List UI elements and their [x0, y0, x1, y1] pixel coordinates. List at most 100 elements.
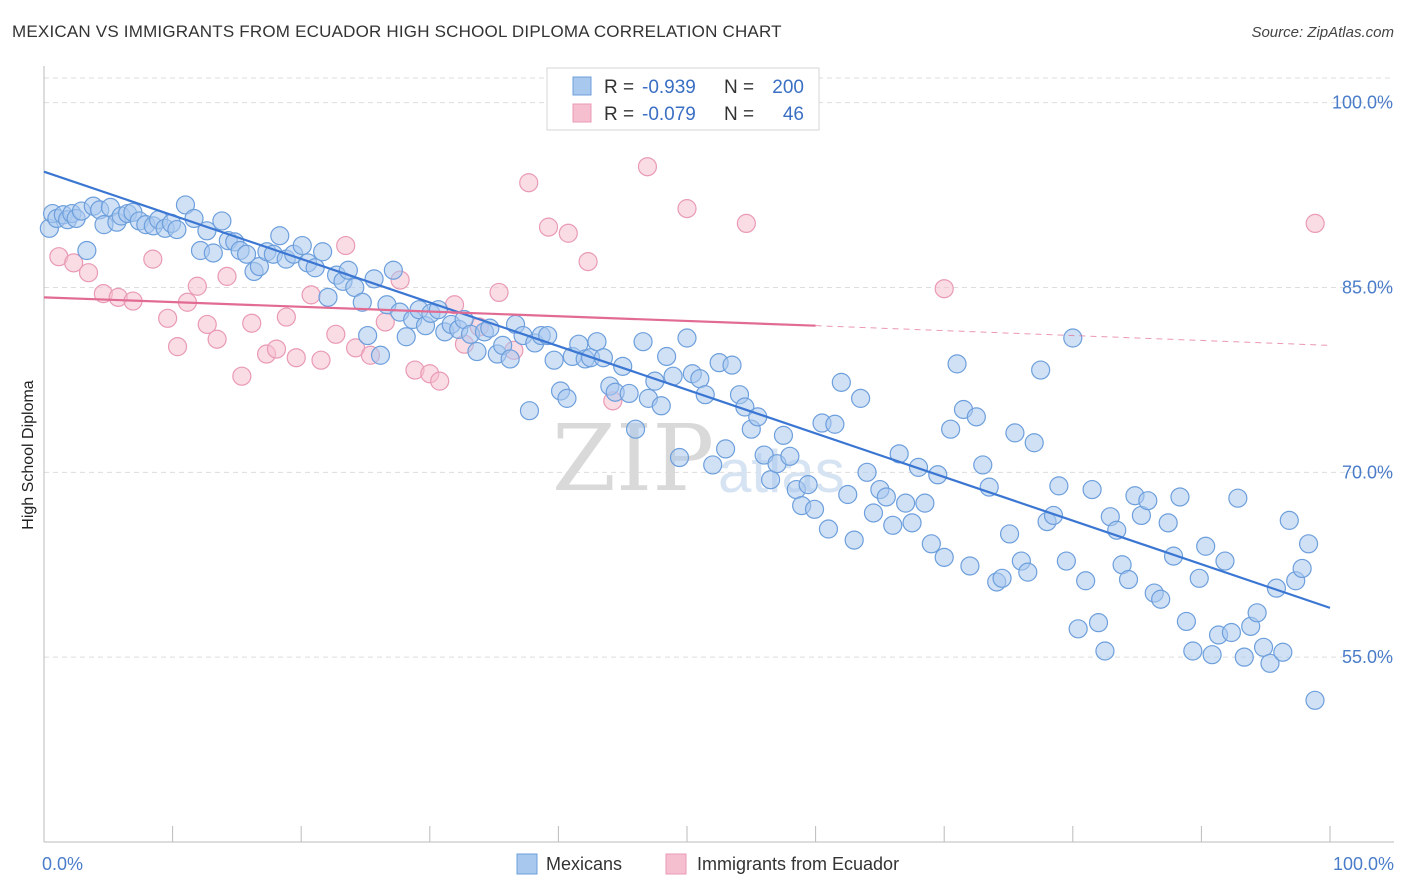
mexicans-point-185	[1215, 551, 1235, 571]
mexicans-point-159	[1049, 476, 1069, 496]
mexicans-point-182	[1196, 536, 1216, 556]
mexicans-point-129	[857, 462, 877, 482]
ecuador-point-41	[637, 157, 658, 177]
mexicans-point-121	[804, 499, 825, 519]
mexicans-point-8	[77, 240, 97, 261]
bottom-legend-mexicans: Mexicans	[546, 854, 622, 874]
ecuador-point-45	[1305, 213, 1325, 234]
legend-n-value-2: 46	[783, 104, 804, 125]
mexicans-point-62	[428, 300, 448, 320]
mexicans-point-156	[1031, 360, 1051, 380]
mexicans-point-188	[1234, 647, 1254, 667]
trend-lines	[43, 170, 1331, 609]
mexicans-point-147	[973, 455, 993, 475]
ecuador-point-15	[242, 313, 262, 333]
mexicans-point-123	[818, 519, 839, 539]
mexicans-point-93	[625, 419, 646, 439]
ecuador-point-43	[736, 213, 756, 234]
legend-r-label-2: R =	[604, 104, 634, 125]
mexicans-point-108	[722, 355, 742, 375]
ecuador-point-1	[64, 253, 84, 273]
mexicans-point-143	[947, 354, 967, 374]
mexicans-point-178	[1170, 487, 1190, 507]
mexicans-point-141	[934, 547, 954, 567]
mexicans-point-152	[1005, 423, 1025, 443]
ecuador-point-42	[677, 199, 697, 219]
mexicans-point-170	[1118, 569, 1139, 590]
mexicans-point-104	[695, 385, 715, 405]
ecuador-point-7	[158, 308, 178, 328]
mexicans-point-128	[851, 388, 871, 408]
mexicans-point-130	[863, 503, 884, 523]
ecuador-point-30	[430, 371, 450, 391]
mexicans-point-194	[1273, 642, 1293, 662]
ecuador-point-14	[232, 366, 252, 386]
legend-r-value-1: -0.939	[642, 77, 696, 98]
y-tick-label-1: 70.0%	[1342, 462, 1393, 482]
mexicans-point-142	[941, 419, 961, 439]
bottom-legend-swatch-mexicans	[516, 853, 538, 875]
mexicans-point-29	[212, 211, 232, 231]
mexicans-point-44	[313, 242, 333, 262]
ecuador-point-44	[934, 279, 954, 299]
mexicans-point-133	[883, 515, 903, 535]
mexicans-point-177	[1163, 546, 1184, 566]
mexicans-point-97	[651, 396, 671, 416]
mexicans-point-100	[669, 447, 690, 468]
ecuador-point-10	[187, 276, 207, 296]
ecuador-point-17	[266, 339, 287, 359]
mexicans-point-45	[318, 287, 338, 307]
mexicans-point-55	[383, 260, 403, 280]
mexicans-point-166	[1095, 641, 1115, 661]
bottom-legend-ecuador: Immigrants from Ecuador	[697, 854, 899, 874]
mexicans-point-124	[825, 414, 845, 434]
mexicans-point-163	[1076, 571, 1096, 591]
ecuador-point-22	[326, 324, 346, 344]
mexicans-point-53	[370, 345, 391, 365]
x-tick-label-max: 100.0%	[1333, 854, 1394, 874]
mexicans-point-135	[896, 493, 916, 513]
legend-swatch-ecuador	[572, 103, 592, 123]
ecuador-point-39	[578, 252, 598, 272]
legend-r-label-1: R =	[604, 77, 634, 98]
mexicans-point-173	[1138, 491, 1158, 511]
mexicans-point-28	[203, 243, 223, 263]
mexicans-point-195	[1279, 510, 1299, 530]
mexicans-point-175	[1151, 589, 1171, 609]
mexicans-point-117	[780, 446, 800, 466]
mexicans-point-91	[613, 356, 633, 376]
mexicans-point-41	[292, 235, 312, 256]
legend-swatch-mexicans	[572, 76, 592, 96]
mexicans-point-87	[587, 332, 607, 352]
ecuador-point-34	[489, 282, 509, 303]
bottom-legend-swatch-ecuador	[665, 853, 687, 875]
mexicans-point-155	[1024, 433, 1044, 453]
mexicans-point-154	[1018, 562, 1038, 582]
mexicans-point-48	[338, 260, 358, 280]
mexicans-point-24	[175, 195, 196, 215]
ecuador-point-21	[311, 350, 331, 370]
mexicans-point-94	[633, 332, 653, 352]
y-axis-label: High School Diploma	[20, 380, 37, 530]
mexicans-point-52	[364, 269, 384, 289]
mexicans-point-68	[467, 341, 487, 362]
mexicans-point-158	[1043, 505, 1064, 526]
mexicans-point-107	[715, 439, 736, 459]
legend-r-value-2: -0.079	[642, 104, 696, 125]
mexicans-point-125	[831, 372, 851, 392]
mexicans-point-186	[1221, 622, 1242, 643]
mexicans-point-181	[1189, 568, 1209, 588]
mexicans-point-161	[1063, 328, 1083, 348]
mexicans-point-23	[167, 219, 187, 240]
mexicans-point-33	[236, 244, 257, 264]
mexicans-point-138	[915, 493, 935, 513]
ecuador-point-6	[143, 249, 163, 269]
mexicans-point-76	[519, 401, 540, 421]
mexicans-point-98	[657, 346, 677, 367]
ecuador-point-13	[217, 266, 237, 286]
y-tick-label-0: 55.0%	[1342, 647, 1393, 667]
trend-line-ecuador-extension	[815, 325, 1331, 346]
mexicans-point-103	[690, 369, 710, 389]
ecuador-point-8	[167, 337, 188, 357]
